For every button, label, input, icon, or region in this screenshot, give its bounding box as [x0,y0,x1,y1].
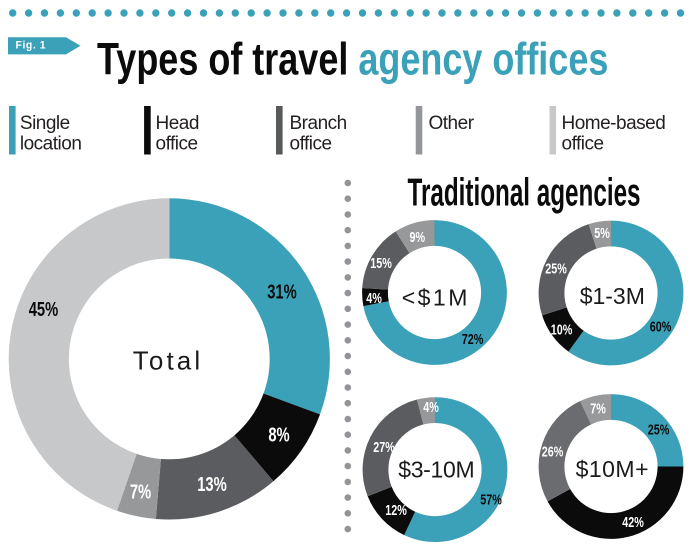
svg-text:Traditional agencies: Traditional agencies [407,171,640,214]
svg-text:13%: 13% [197,472,227,495]
svg-text:57%: 57% [480,491,502,508]
svg-text:5%: 5% [594,224,610,241]
svg-text:15%: 15% [370,254,392,271]
svg-text:$1-3M: $1-3M [580,283,645,309]
svg-text:7%: 7% [130,480,151,503]
svg-text:Total: Total [133,346,203,376]
svg-text:8%: 8% [268,423,289,446]
svg-text:Other: Other [429,113,475,134]
svg-text:12%: 12% [385,501,407,518]
svg-text:Head: Head [156,113,199,134]
svg-text:<$1M: <$1M [402,284,470,310]
svg-text:26%: 26% [542,443,564,460]
svg-text:4%: 4% [366,289,382,306]
svg-text:location: location [20,133,82,154]
svg-text:office: office [562,133,604,154]
svg-text:office: office [156,133,198,154]
svg-text:25%: 25% [648,421,670,438]
svg-text:Types of travel agency offices: Types of travel agency offices [97,34,608,85]
svg-text:27%: 27% [373,438,395,455]
svg-text:Single: Single [20,113,70,134]
svg-text:4%: 4% [423,398,439,415]
svg-text:10%: 10% [551,321,573,338]
svg-text:31%: 31% [267,280,297,303]
svg-text:Fig. 1: Fig. 1 [16,39,47,51]
svg-text:office: office [290,133,332,154]
svg-text:60%: 60% [650,318,672,335]
svg-text:9%: 9% [410,228,426,245]
svg-text:$3-10M: $3-10M [398,456,474,482]
svg-text:45%: 45% [29,297,59,320]
svg-text:Home-based: Home-based [562,113,666,134]
svg-text:Branch: Branch [290,113,347,134]
svg-text:$10M+: $10M+ [576,456,649,482]
svg-text:42%: 42% [622,513,644,530]
svg-text:7%: 7% [590,400,606,417]
svg-text:72%: 72% [462,330,484,347]
svg-text:25%: 25% [545,260,567,277]
